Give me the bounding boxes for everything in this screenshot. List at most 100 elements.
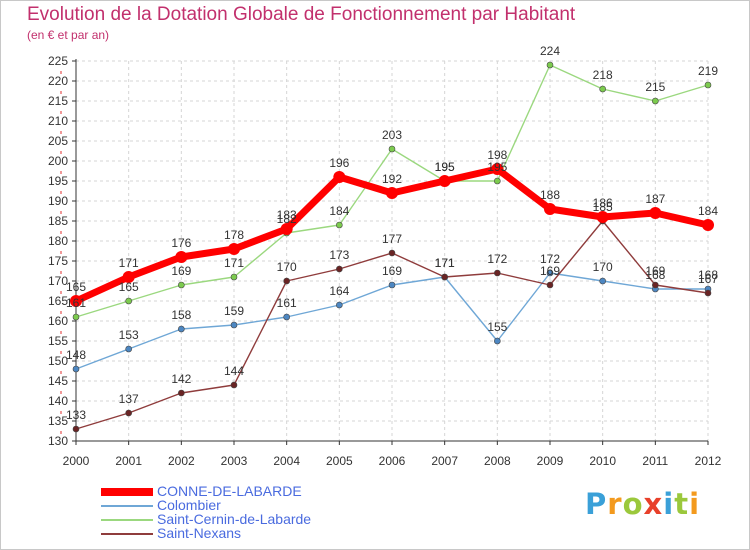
y-tick-label: 225 (48, 54, 68, 68)
chart-title: Evolution de la Dotation Globale de Fonc… (27, 4, 576, 25)
data-point (546, 61, 554, 69)
legend-item: Saint-Cernin-de-Labarde (101, 511, 361, 527)
data-label: 188 (540, 188, 560, 202)
data-point (336, 301, 343, 309)
data-label: 169 (540, 264, 560, 278)
data-point (280, 223, 293, 235)
data-point (125, 345, 132, 353)
data-point (336, 265, 343, 273)
data-point (702, 219, 714, 231)
data-label: 168 (645, 268, 665, 282)
data-point (491, 163, 504, 175)
y-tick-label: 220 (48, 74, 68, 88)
proxiti-logo: Proxiti (585, 487, 701, 521)
y-tick-label: 180 (48, 234, 68, 248)
data-point (230, 273, 238, 281)
data-point (652, 97, 659, 105)
y-tick-label: 165 (48, 294, 68, 308)
data-label: 144 (224, 364, 244, 378)
data-label: 171 (119, 256, 139, 270)
data-label: 172 (487, 252, 507, 266)
data-point (228, 243, 240, 255)
data-label: 137 (119, 392, 139, 406)
data-point (388, 145, 396, 153)
legend-item: Saint-Nexans (101, 525, 361, 541)
axes: 1301351401451501551601651701751801851901… (48, 54, 722, 468)
data-label: 195 (435, 160, 455, 174)
data-point (652, 281, 659, 289)
legend-swatch (101, 488, 153, 496)
y-tick-label: 135 (48, 414, 68, 428)
data-label: 169 (645, 264, 665, 278)
data-point (122, 271, 135, 283)
data-label: 161 (277, 296, 297, 310)
data-label: 186 (593, 196, 613, 210)
x-tick-label: 2002 (168, 454, 195, 468)
data-label: 195 (435, 160, 455, 174)
data-label: 165 (119, 280, 139, 294)
data-label: 192 (382, 172, 402, 186)
data-label: 169 (171, 264, 191, 278)
y-tick-label: 175 (48, 254, 68, 268)
data-point (438, 175, 451, 187)
y-tick-label: 155 (48, 334, 68, 348)
data-point (494, 337, 501, 345)
data-point (599, 85, 606, 93)
x-tick-label: 2012 (695, 454, 722, 468)
data-label: 168 (698, 268, 718, 282)
x-tick-label: 2005 (326, 454, 353, 468)
data-label: 184 (329, 204, 349, 218)
legend-label: Saint-Cernin-de-Labarde (157, 511, 312, 527)
data-label: 218 (593, 68, 613, 82)
data-label: 159 (224, 304, 244, 318)
y-tick-label: 170 (48, 274, 68, 288)
data-point (125, 409, 132, 417)
data-label: 171 (435, 256, 455, 270)
data-label: 182 (277, 212, 297, 226)
data-point (704, 81, 712, 89)
data-label: 142 (171, 372, 191, 386)
data-label: 171 (435, 256, 455, 270)
series-lines (70, 61, 714, 433)
data-label: 158 (171, 308, 191, 322)
y-tick-label: 200 (48, 154, 68, 168)
data-point (494, 177, 501, 185)
data-point (283, 313, 290, 321)
legend-label: Colombier (157, 497, 221, 513)
x-tick-label: 2000 (63, 454, 90, 468)
data-label: 198 (487, 148, 507, 162)
data-label: 170 (593, 260, 613, 274)
data-point (596, 211, 609, 223)
data-point (178, 389, 185, 397)
data-label: 196 (329, 156, 349, 170)
data-label: 164 (329, 284, 349, 298)
y-tick-label: 150 (48, 354, 68, 368)
y-tick-label: 160 (48, 314, 68, 328)
x-tick-label: 2006 (379, 454, 406, 468)
x-tick-label: 2010 (589, 454, 616, 468)
data-point (178, 281, 185, 289)
legend-swatch (101, 533, 153, 535)
x-tick-label: 2003 (221, 454, 248, 468)
x-tick-label: 2008 (484, 454, 511, 468)
chart-subtitle: (en € et par an) (27, 28, 110, 42)
data-point (333, 171, 346, 183)
y-tick-label: 205 (48, 134, 68, 148)
data-label: 203 (382, 128, 402, 142)
y-tick-label: 190 (48, 194, 68, 208)
y-tick-label: 185 (48, 214, 68, 228)
data-point (386, 187, 398, 199)
x-tick-label: 2011 (642, 454, 668, 468)
data-label: 161 (66, 296, 86, 310)
x-tick-label: 2004 (273, 454, 300, 468)
data-label: 167 (698, 272, 718, 286)
data-label: 177 (382, 232, 402, 246)
data-label: 173 (329, 248, 349, 262)
data-label: 185 (593, 200, 613, 214)
data-point (388, 281, 396, 289)
legend-item: Colombier (101, 497, 361, 513)
data-point (230, 321, 238, 329)
data-point (704, 289, 712, 297)
